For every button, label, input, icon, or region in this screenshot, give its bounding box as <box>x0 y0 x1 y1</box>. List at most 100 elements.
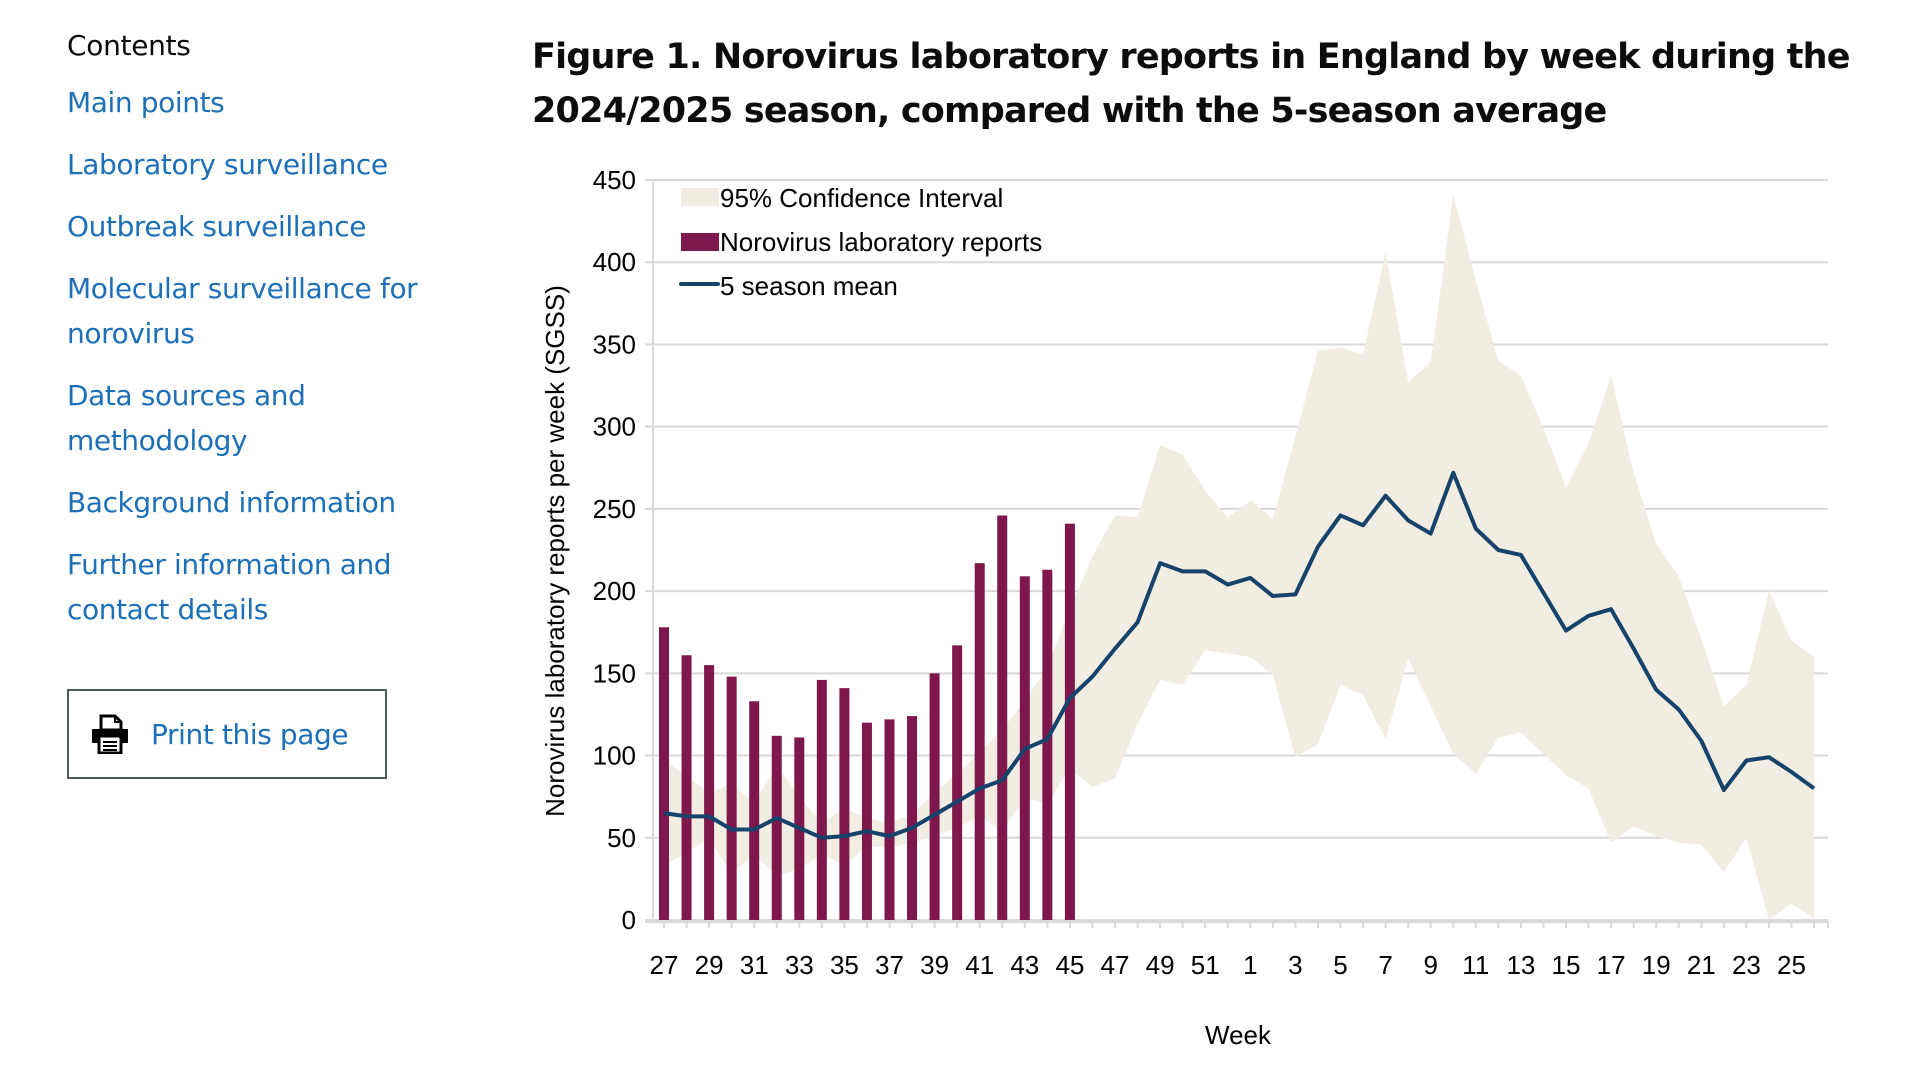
y-tick-label: 100 <box>593 741 636 771</box>
bar <box>771 735 782 920</box>
x-tick-label: 47 <box>1101 950 1130 980</box>
x-tick-label: 27 <box>650 950 679 980</box>
y-tick-label: 350 <box>593 329 636 359</box>
mean-line <box>663 470 1816 840</box>
x-tick-label: 15 <box>1552 950 1581 980</box>
contents-sidebar: Contents Main points Laboratory surveill… <box>67 22 487 649</box>
legend-swatch-bars <box>681 233 719 251</box>
contents-item: Molecular surveillance for norovirus <box>67 266 487 356</box>
print-page-label: Print this page <box>151 717 349 751</box>
x-tick-label: 5 <box>1333 950 1347 980</box>
contents-item: Data sources and methodology <box>67 373 487 463</box>
legend-swatch-ci <box>681 188 719 206</box>
bar <box>704 665 715 920</box>
x-tick-label: 13 <box>1506 950 1535 980</box>
contents-item: Further information and contact details <box>67 542 487 632</box>
link-text: Laboratory surveillance <box>67 148 388 181</box>
legend-label-ci: 95% Confidence Interval <box>720 183 1003 213</box>
link-text: Molecular surveillance for <box>67 272 418 305</box>
contents-link-main-points[interactable]: Main points <box>67 80 225 125</box>
x-tick-label: 23 <box>1732 950 1761 980</box>
bar <box>1042 569 1053 920</box>
contents-item: Laboratory surveillance <box>67 142 487 187</box>
link-text: Main points <box>67 86 225 119</box>
contents-list: Main points Laboratory surveillance Outb… <box>67 80 487 632</box>
bar <box>839 688 850 920</box>
mean-line-layer <box>663 470 1816 840</box>
contents-link-outbreak-surveillance[interactable]: Outbreak surveillance <box>67 204 366 249</box>
x-tick-label: 43 <box>1010 950 1039 980</box>
legend-label-bars: Norovirus laboratory reports <box>720 227 1042 257</box>
contents-link-background-information[interactable]: Background information <box>67 480 396 525</box>
x-tick-label: 35 <box>830 950 859 980</box>
print-page-button[interactable]: Print this page <box>67 689 387 779</box>
x-tick-label: 19 <box>1642 950 1671 980</box>
y-tick-label: 200 <box>593 576 636 606</box>
legend: 95% Confidence Interval Norovirus labora… <box>679 183 1042 301</box>
x-tick-label: 1 <box>1243 950 1257 980</box>
y-tick-label: 300 <box>593 412 636 442</box>
link-text: norovirus <box>67 317 195 350</box>
y-tick-label: 0 <box>622 905 636 935</box>
contents-link-molecular-surveillance[interactable]: Molecular surveillance for norovirus <box>67 266 418 356</box>
y-axis-title: Norovirus laboratory reports per week (S… <box>540 285 570 817</box>
x-tick-label: 51 <box>1191 950 1220 980</box>
contents-link-further-information[interactable]: Further information and contact details <box>67 542 392 632</box>
x-tick-label: 21 <box>1687 950 1716 980</box>
bar <box>952 645 963 920</box>
x-tick-label: 25 <box>1777 950 1806 980</box>
bar <box>861 722 872 920</box>
x-tick-label: 37 <box>875 950 904 980</box>
bar <box>681 655 692 920</box>
link-text: methodology <box>67 424 248 457</box>
x-tick-label: 33 <box>785 950 814 980</box>
y-tick-label: 150 <box>593 658 636 688</box>
x-tick-label: 3 <box>1288 950 1302 980</box>
x-tick-label: 45 <box>1055 950 1084 980</box>
y-tick-label: 250 <box>593 494 636 524</box>
bar <box>816 679 827 920</box>
link-text: Outbreak surveillance <box>67 210 367 243</box>
y-tick-label: 50 <box>607 823 636 853</box>
x-tick-label: 41 <box>965 950 994 980</box>
bar <box>884 719 895 920</box>
bar <box>726 676 737 920</box>
contents-link-data-sources[interactable]: Data sources and methodology <box>67 373 306 463</box>
y-tick-label: 450 <box>593 165 636 195</box>
figure-title-line1: Figure 1. Norovirus laboratory reports i… <box>532 37 1851 77</box>
x-tick-label: 11 <box>1462 950 1489 980</box>
axes <box>645 180 1829 928</box>
contents-heading: Contents <box>67 29 191 62</box>
x-tick-label: 49 <box>1146 950 1175 980</box>
link-text: contact details <box>67 593 268 626</box>
contents-item: Background information <box>67 480 487 525</box>
bar <box>907 716 918 920</box>
figure-title-line2: 2024/2025 season, compared with the 5-se… <box>532 91 1607 131</box>
bar <box>997 515 1008 920</box>
link-text: Background information <box>67 486 396 519</box>
confidence-interval-layer <box>664 194 1815 921</box>
printer-icon <box>92 714 128 754</box>
x-tick-label: 9 <box>1423 950 1437 980</box>
bar <box>659 627 669 920</box>
x-tick-labels: 27 29 31 33 35 37 39 41 43 45 47 49 51 1 3 5 7 9 11 13 15 17 1… <box>650 950 1806 980</box>
bar <box>929 673 940 920</box>
contents-link-laboratory-surveillance[interactable]: Laboratory surveillance <box>67 142 388 187</box>
x-tick-label: 7 <box>1378 950 1392 980</box>
bar <box>974 563 985 920</box>
figure-title: Figure 1. Norovirus laboratory reports i… <box>532 30 1872 138</box>
x-axis-title: Week <box>1205 1020 1272 1050</box>
bar <box>1064 523 1075 920</box>
confidence-interval-band <box>664 194 1815 921</box>
y-tick-label: 400 <box>593 247 636 277</box>
contents-item: Main points <box>67 80 487 125</box>
bar <box>749 701 760 920</box>
x-tick-label: 17 <box>1597 950 1626 980</box>
link-text: Further information and <box>67 548 392 581</box>
y-tick-labels: 0 50 100 150 200 250 300 350 400 450 <box>593 165 636 935</box>
x-tick-label: 29 <box>695 950 724 980</box>
link-text: Data sources and <box>67 379 306 412</box>
contents-item: Outbreak surveillance <box>67 204 487 249</box>
x-tick-label: 31 <box>740 950 769 980</box>
